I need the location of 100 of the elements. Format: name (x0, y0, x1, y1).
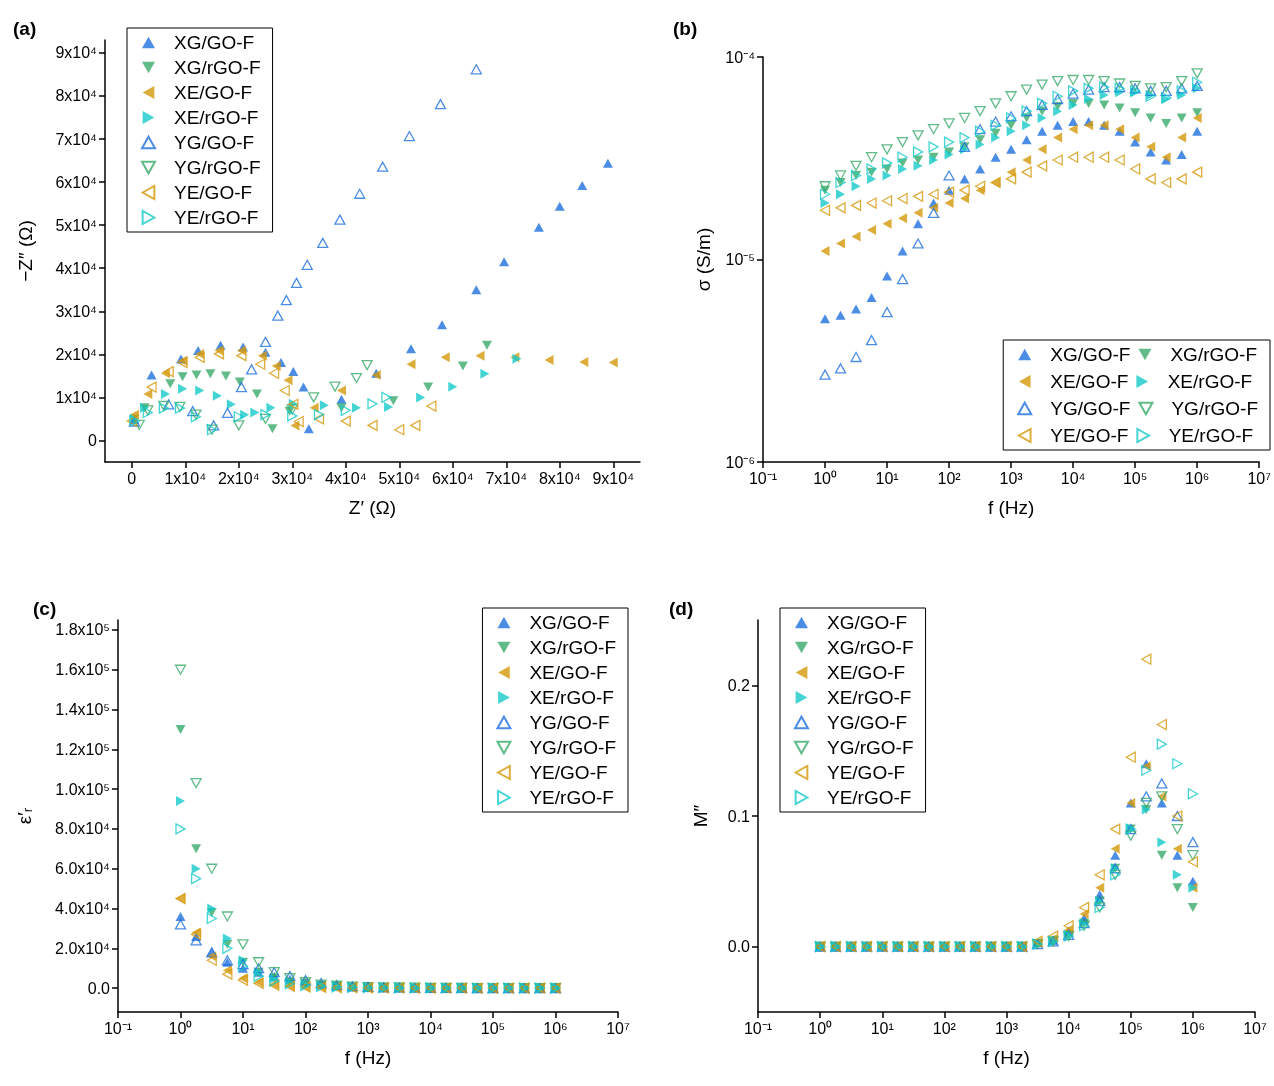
y-tick-label: 1.2x10⁵ (55, 740, 110, 758)
x-tick-label: 4x10⁴ (324, 469, 367, 487)
chart-title: (a) (13, 18, 37, 39)
legend-label: XG/rGO-F (174, 57, 261, 78)
legend-label: YG/rGO-F (827, 737, 914, 758)
legend-label: XG/rGO-F (529, 637, 617, 658)
legend-label: YE/GO-F (1050, 425, 1129, 446)
x-tick-label: 7x10⁴ (485, 469, 528, 487)
x-tick-label: 10⁶ (1184, 469, 1210, 487)
y-tick-label: 0.2 (727, 676, 751, 694)
x-tick-label: 10⁰ (808, 1019, 833, 1037)
x-tick-label: 8x10⁴ (538, 469, 581, 487)
x-tick-label: 10⁶ (1180, 1019, 1206, 1037)
legend-label: XE/GO-F (1050, 371, 1129, 392)
x-tick-label: 6x10⁴ (431, 469, 474, 487)
legend-label: YE/GO-F (174, 182, 253, 203)
legend-label: YE/rGO-F (529, 787, 614, 808)
x-tick-label: 10⁷ (1243, 1019, 1267, 1037)
legend-label: XG/GO-F (529, 612, 610, 633)
x-tick-label: 10⁴ (1060, 469, 1086, 487)
legend-label: YG/GO-F (827, 712, 908, 733)
x-tick-label: 10⁰ (813, 469, 837, 487)
x-tick-label: 10⁴ (1056, 1019, 1082, 1037)
x-tick-label: 10³ (994, 1019, 1019, 1037)
y-tick-label: 2x10⁴ (55, 345, 98, 363)
legend-label: YG/rGO-F (1171, 398, 1259, 419)
legend-label: XE/GO-F (827, 662, 906, 683)
x-tick-label: 10² (932, 1019, 957, 1037)
legend-label: XG/GO-F (1050, 344, 1131, 365)
x-tick-label: 10⁵ (1122, 469, 1148, 487)
x-tick-label: 10⁴ (418, 1019, 443, 1037)
chart-title: (b) (673, 18, 698, 39)
legend-label: YG/rGO-F (529, 737, 617, 758)
y-tick-label: 4.0x10⁴ (55, 900, 111, 918)
y-tick-label: 10⁻⁵ (725, 251, 755, 268)
x-tick-label: 10³ (356, 1019, 381, 1037)
y-tick-label: 4x10⁴ (55, 259, 98, 277)
legend-label: XG/rGO-F (827, 637, 914, 658)
legend-label: XE/rGO-F (1167, 371, 1253, 392)
x-tick-label: 10⁻¹ (748, 469, 778, 487)
y-tick-label: 7x10⁴ (55, 130, 98, 148)
y-tick-label: 8x10⁴ (55, 87, 98, 105)
x-tick-label: 5x10⁴ (378, 469, 421, 487)
legend-label: XE/rGO-F (529, 687, 614, 708)
x-axis-title: Z′ (Ω) (348, 497, 397, 518)
y-tick-label: 0.1 (727, 807, 751, 825)
x-tick-label: 10⁰ (168, 1019, 193, 1037)
x-tick-label: 10⁻¹ (743, 1019, 773, 1037)
x-tick-label: 3x10⁴ (271, 469, 314, 487)
y-tick-label: 0.0 (727, 938, 751, 956)
x-axis-title: f (Hz) (344, 1047, 392, 1068)
chart-title: (c) (33, 598, 57, 619)
x-tick-label: 10⁷ (1247, 469, 1272, 487)
x-axis-title: f (Hz) (983, 1047, 1030, 1068)
x-tick-label: 10⁵ (1118, 1019, 1143, 1037)
y-tick-label: 6x10⁴ (55, 173, 98, 191)
y-tick-label: 9x10⁴ (55, 44, 98, 62)
y-tick-label: 3x10⁴ (55, 302, 98, 320)
legend-label: XE/rGO-F (827, 687, 912, 708)
x-tick-label: 0 (127, 469, 137, 487)
y-axis-title: −Z″ (Ω) (15, 220, 36, 282)
legend-label: YG/GO-F (529, 712, 610, 733)
legend-label: YE/GO-F (827, 762, 906, 783)
legend-label: XG/GO-F (827, 612, 908, 633)
y-tick-label: 0.0 (87, 979, 111, 997)
legend-label: YE/rGO-F (1168, 425, 1254, 446)
legend-label: YG/GO-F (1050, 398, 1131, 419)
legend-label: YG/GO-F (174, 132, 255, 153)
x-tick-label: 10¹ (875, 469, 899, 487)
legend-label: YE/GO-F (529, 762, 608, 783)
y-axis-title: ε′ᵣ (14, 807, 35, 825)
legend-label: YG/rGO-F (174, 157, 261, 178)
chart-title: (d) (669, 598, 694, 619)
legend-label: XE/GO-F (529, 662, 608, 683)
x-tick-label: 10⁵ (480, 1019, 506, 1037)
x-tick-label: 10² (293, 1019, 318, 1037)
y-tick-label: 2.0x10⁴ (55, 939, 111, 957)
legend-label: XG/rGO-F (1170, 344, 1258, 365)
y-tick-label: 10⁻⁶ (725, 453, 755, 471)
legend-label: YE/rGO-F (174, 207, 259, 228)
x-tick-label: 10¹ (231, 1019, 255, 1037)
x-tick-label: 9x10⁴ (592, 469, 635, 487)
legend-label: XE/GO-F (174, 82, 253, 103)
x-tick-label: 1x10⁴ (164, 469, 207, 487)
y-tick-label: 1x10⁴ (55, 388, 98, 406)
y-tick-label: 1.6x10⁵ (55, 661, 110, 679)
x-tick-label: 10² (937, 469, 962, 487)
x-tick-label: 10⁻¹ (103, 1019, 133, 1037)
x-tick-label: 2x10⁴ (217, 469, 260, 487)
x-tick-label: 10³ (999, 469, 1024, 487)
x-axis-title: f (Hz) (987, 497, 1035, 518)
y-tick-label: 6.0x10⁴ (55, 860, 111, 878)
x-tick-label: 10⁶ (543, 1019, 568, 1037)
x-tick-label: 10⁷ (606, 1019, 630, 1037)
y-tick-label: 10⁻⁴ (725, 48, 756, 66)
x-tick-label: 10¹ (870, 1019, 894, 1037)
y-tick-label: 1.4x10⁵ (55, 701, 110, 719)
y-axis-title: M″ (690, 804, 711, 828)
y-tick-label: 0 (88, 431, 98, 449)
legend-label: XG/GO-F (174, 32, 255, 53)
